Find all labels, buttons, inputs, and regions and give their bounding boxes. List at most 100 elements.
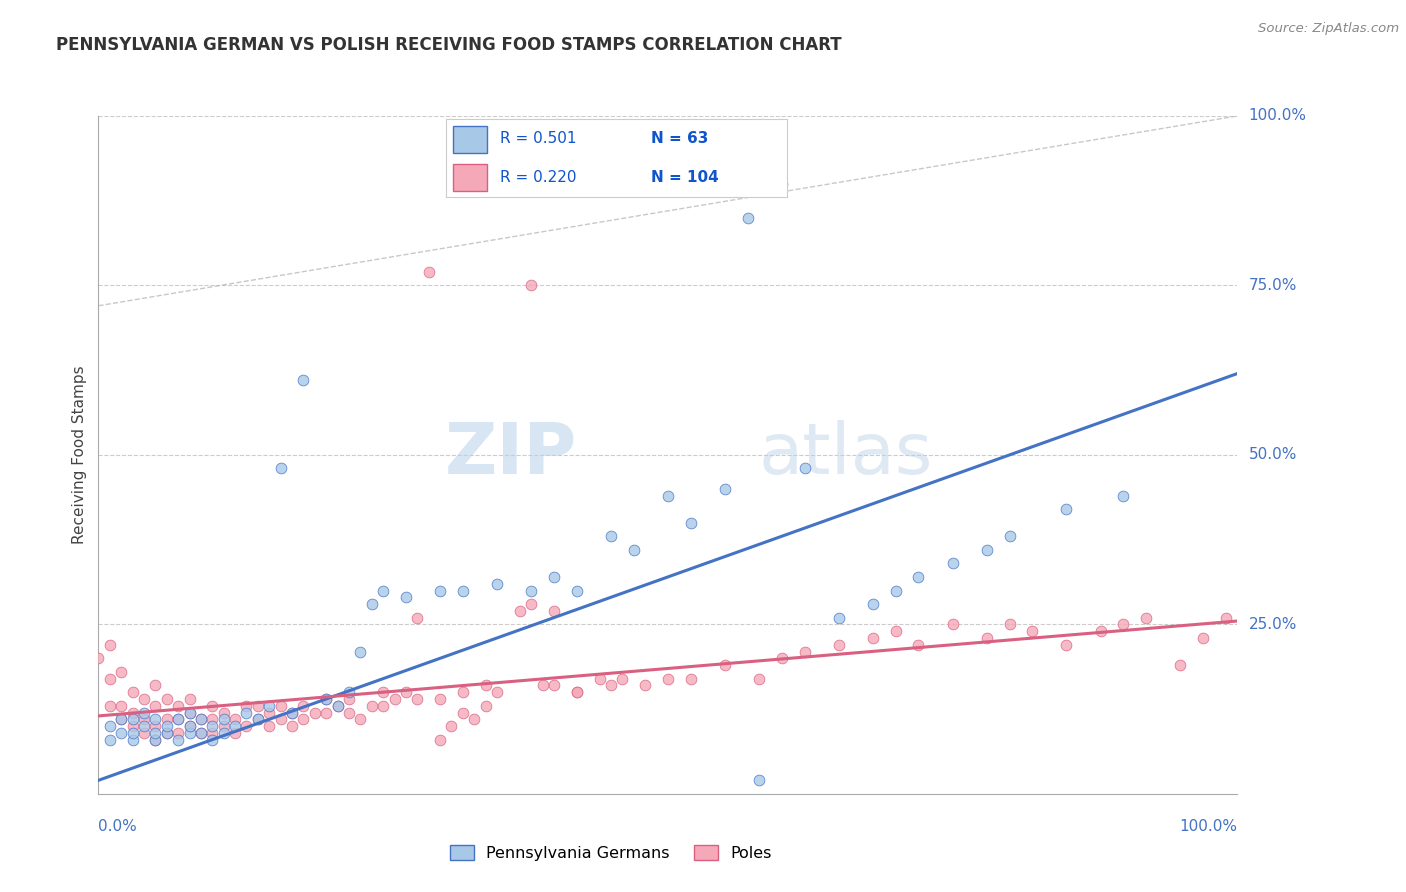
Point [292, 712, 315, 726]
Point [98, 638, 121, 652]
Point [304, 706, 326, 720]
Point [315, 692, 337, 706]
Point [212, 712, 235, 726]
Point [281, 719, 304, 733]
Point [179, 706, 201, 720]
Point [156, 692, 179, 706]
Point [360, 698, 382, 713]
Point [371, 583, 394, 598]
Point [406, 692, 429, 706]
Point [167, 726, 190, 740]
Point [793, 461, 815, 475]
Point [543, 570, 565, 584]
Point [451, 583, 474, 598]
Point [132, 692, 155, 706]
Point [326, 698, 349, 713]
Point [145, 712, 167, 726]
Point [531, 678, 554, 692]
Text: 0.0%: 0.0% [98, 819, 138, 834]
Point [862, 597, 884, 611]
Point [884, 624, 907, 639]
Text: 25.0%: 25.0% [1249, 617, 1296, 632]
Point [337, 685, 360, 699]
Point [281, 706, 304, 720]
Point [543, 604, 565, 618]
Point [121, 719, 143, 733]
Point [121, 726, 143, 740]
Point [657, 489, 679, 503]
Point [167, 732, 190, 747]
Point [270, 698, 292, 713]
Point [451, 685, 474, 699]
Point [190, 712, 212, 726]
Point [406, 610, 429, 624]
Point [259, 698, 281, 713]
Point [201, 698, 224, 713]
Point [179, 719, 201, 733]
Point [110, 698, 132, 713]
Point [1054, 638, 1078, 652]
Point [224, 726, 246, 740]
Point [167, 712, 190, 726]
Point [371, 685, 394, 699]
Text: 100.0%: 100.0% [1180, 819, 1237, 834]
Point [235, 706, 257, 720]
Point [179, 706, 201, 720]
Point [179, 692, 201, 706]
Point [395, 591, 418, 605]
Point [292, 698, 315, 713]
Point [110, 712, 132, 726]
Point [828, 638, 851, 652]
Point [145, 719, 167, 733]
Point [679, 516, 702, 530]
Point [884, 583, 907, 598]
Point [224, 719, 246, 733]
Legend: Pennsylvania Germans, Poles: Pennsylvania Germans, Poles [443, 838, 779, 867]
Point [907, 638, 929, 652]
Point [337, 706, 360, 720]
Point [281, 706, 304, 720]
Point [520, 597, 543, 611]
Point [315, 692, 337, 706]
Point [212, 719, 235, 733]
Point [793, 644, 815, 658]
Point [145, 732, 167, 747]
Point [98, 732, 121, 747]
Text: Source: ZipAtlas.com: Source: ZipAtlas.com [1258, 22, 1399, 36]
Point [132, 706, 155, 720]
Point [224, 712, 246, 726]
Point [565, 583, 588, 598]
Point [270, 461, 292, 475]
Point [201, 732, 224, 747]
Point [98, 719, 121, 733]
Point [1090, 624, 1112, 639]
Point [998, 617, 1021, 632]
Point [315, 706, 337, 720]
Point [179, 726, 201, 740]
Point [121, 685, 143, 699]
Point [145, 698, 167, 713]
Point [429, 583, 451, 598]
Point [634, 678, 657, 692]
Point [600, 678, 623, 692]
Point [737, 211, 759, 225]
Point [132, 726, 155, 740]
Point [565, 685, 588, 699]
Point [474, 678, 496, 692]
Point [110, 726, 132, 740]
Point [179, 719, 201, 733]
Point [156, 726, 179, 740]
Point [714, 482, 737, 496]
Point [246, 698, 269, 713]
Point [201, 712, 224, 726]
Point [121, 706, 143, 720]
Point [212, 706, 235, 720]
Point [474, 698, 496, 713]
Point [486, 685, 509, 699]
Point [862, 631, 884, 645]
Point [190, 712, 212, 726]
Point [259, 719, 281, 733]
Point [976, 542, 998, 557]
Point [828, 610, 851, 624]
Point [337, 692, 360, 706]
